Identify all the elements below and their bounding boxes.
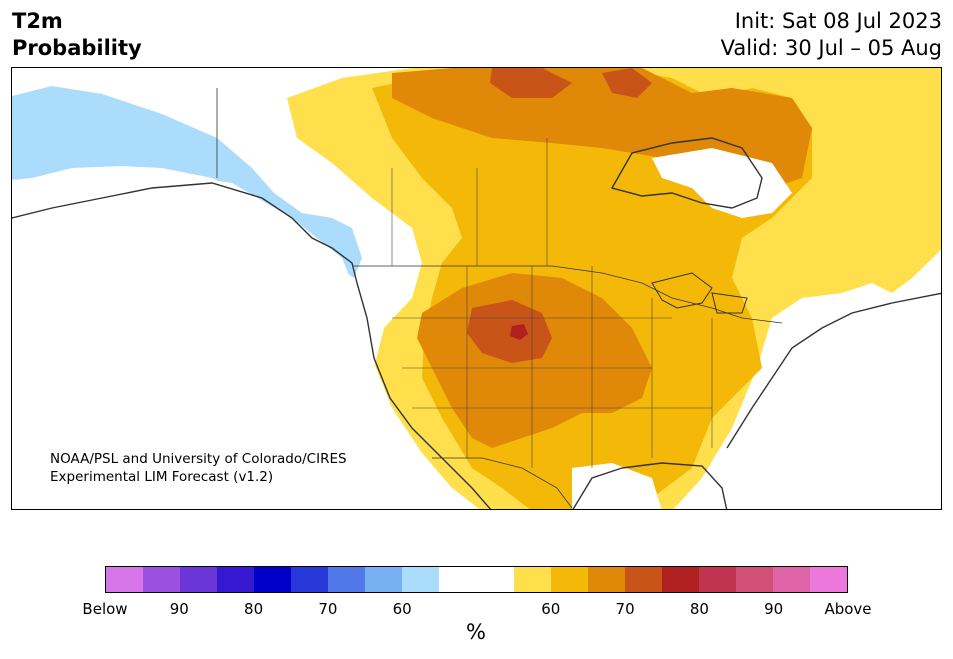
date-info: Init: Sat 08 Jul 2023 Valid: 30 Jul – 05… xyxy=(721,8,942,62)
region-above-75-north xyxy=(490,68,652,98)
colorbar-unit: % xyxy=(466,620,486,644)
probability-shading xyxy=(12,68,941,509)
colorbar-segment xyxy=(291,567,329,592)
map-canvas xyxy=(12,68,941,509)
colorbar-tick-label: Below xyxy=(82,600,128,618)
credit-line-2: Experimental LIM Forecast (v1.2) xyxy=(50,469,274,485)
colorbar-segment xyxy=(772,567,810,592)
colorbar-tick-label: 70 xyxy=(318,600,338,618)
colorbar-segment xyxy=(624,567,662,592)
colorbar-tick-label: 90 xyxy=(764,600,784,618)
colorbar-tick-label: 60 xyxy=(541,600,561,618)
colorbar-segment xyxy=(254,567,292,592)
region-above-70-north xyxy=(392,68,812,188)
colorbar-segment xyxy=(550,567,588,592)
colorbar xyxy=(105,566,848,593)
colorbar-segment xyxy=(106,567,144,592)
colorbar-segment xyxy=(513,567,551,592)
colorbar-tick-label: 80 xyxy=(689,600,709,618)
colorbar-segment xyxy=(328,567,366,592)
colorbar-segment xyxy=(587,567,625,592)
colorbar-tick-label: 90 xyxy=(169,600,189,618)
colorbar-segment xyxy=(809,567,847,592)
hudson-bay-coast xyxy=(610,137,763,209)
init-date: Init: Sat 08 Jul 2023 xyxy=(734,9,942,33)
region-above-80 xyxy=(510,324,528,340)
us-mexico-border xyxy=(432,457,573,509)
credit-text: NOAA/PSL and University of Colorado/CIRE… xyxy=(50,450,347,486)
interior-borders xyxy=(391,138,713,468)
colorbar-segment xyxy=(365,567,403,592)
map-title: T2m Probability xyxy=(12,8,142,62)
region-neutral-pacific xyxy=(12,173,461,509)
credit-line-1: NOAA/PSL and University of Colorado/CIRE… xyxy=(50,451,347,467)
colorbar-segment xyxy=(476,567,514,592)
colorbar-segment xyxy=(143,567,181,592)
valid-period: Valid: 30 Jul – 05 Aug xyxy=(720,36,942,60)
region-neutral-atlantic xyxy=(712,288,941,509)
colorbar-tick-label: Above xyxy=(824,600,872,618)
colorbar-segment xyxy=(217,567,255,592)
colorbar-tick-label: 70 xyxy=(615,600,635,618)
colorbar-segment xyxy=(735,567,773,592)
west-coastline xyxy=(12,182,492,509)
title-field: Probability xyxy=(12,36,142,60)
region-below-alaska xyxy=(12,86,362,278)
colorbar-tick-label: 60 xyxy=(392,600,412,618)
region-neutral-gulf xyxy=(572,463,662,509)
great-lakes xyxy=(651,272,748,314)
title-variable: T2m xyxy=(12,9,63,33)
boundaries xyxy=(12,88,941,509)
region-neutral-hudson xyxy=(652,148,792,218)
colorbar-segment xyxy=(439,567,477,592)
colorbar-tick-label: 80 xyxy=(244,600,264,618)
colorbar-segment xyxy=(180,567,218,592)
forecast-map: NOAA/PSL and University of Colorado/CIRE… xyxy=(11,67,942,510)
us-canada-border xyxy=(352,265,783,324)
region-above-75-central xyxy=(467,300,552,363)
colorbar-segment xyxy=(698,567,736,592)
colorbar-segment xyxy=(402,567,440,592)
gulf-coastline xyxy=(572,462,728,509)
east-coastline xyxy=(726,292,941,449)
colorbar-segment xyxy=(661,567,699,592)
